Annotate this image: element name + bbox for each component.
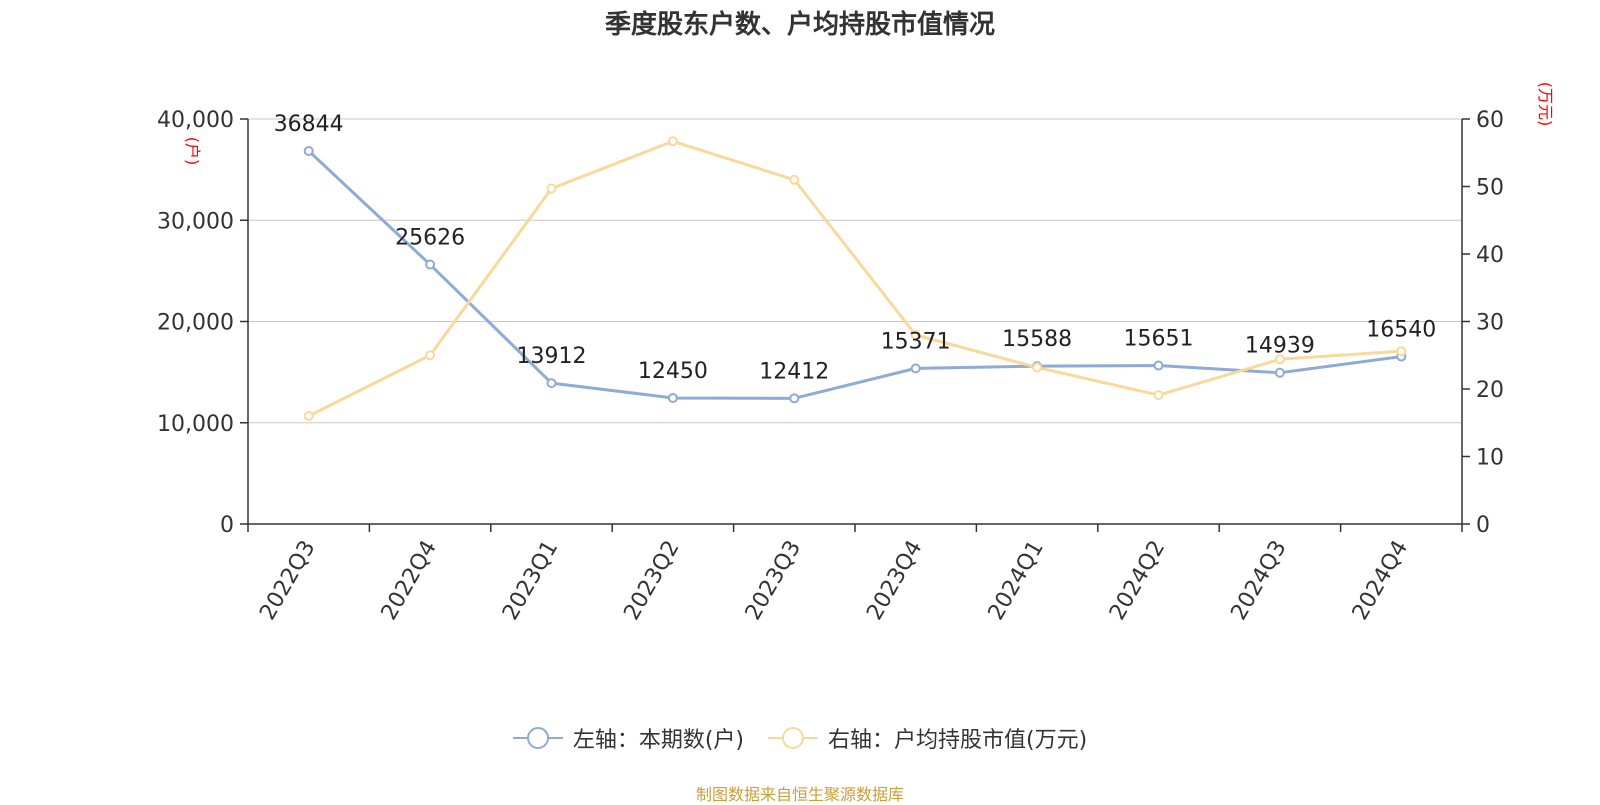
- left-axis-unit-label: (户): [183, 137, 202, 166]
- source-note: 制图数据来自恒生聚源数据库: [695, 785, 904, 804]
- series-2-point: [1032, 362, 1043, 373]
- series-2-point: [425, 350, 436, 361]
- legend-label-left-series: 左轴：本期数(户): [572, 728, 744, 753]
- x-axis-category-label: 2023Q3: [741, 536, 806, 624]
- x-axis-category-label: 2024Q1: [984, 536, 1049, 624]
- legend-item-right-series[interactable]: 右轴：户均持股市值(万元): [768, 722, 1087, 754]
- x-axis-category-label: 2024Q3: [1226, 536, 1291, 624]
- x-axis-category-label: 2023Q1: [498, 536, 563, 624]
- series-2-point: [1153, 390, 1164, 401]
- series-1-point: [667, 392, 678, 403]
- series-1-point: [546, 378, 557, 389]
- x-axis-category-label: 2024Q2: [1105, 536, 1170, 624]
- data-label: 12412: [759, 359, 829, 384]
- data-label: 12450: [638, 359, 708, 384]
- series-2-point: [303, 411, 314, 421]
- series-2-point: [1396, 346, 1407, 357]
- left-axis-tick-label: 30,000: [157, 209, 234, 234]
- right-axis-tick-label: 10: [1476, 446, 1504, 471]
- series-1-point: [425, 259, 436, 270]
- series-1-point: [1153, 360, 1164, 371]
- data-label: 36844: [274, 112, 344, 137]
- series-1-point: [1274, 367, 1285, 378]
- series-1-point: [303, 145, 314, 156]
- data-label: 15651: [1124, 327, 1194, 352]
- data-label: 25626: [395, 226, 465, 251]
- right-axis-tick-label: 20: [1476, 378, 1504, 403]
- data-label: 16540: [1366, 318, 1436, 343]
- series-2-point: [910, 330, 921, 340]
- x-axis-category-label: 2024Q4: [1348, 536, 1413, 624]
- series-1-point: [910, 363, 921, 374]
- x-axis-category-label: 2022Q3: [255, 536, 320, 624]
- right-axis-tick-label: 30: [1476, 311, 1504, 336]
- data-label: 13912: [517, 344, 587, 369]
- left-axis-tick-label: 40,000: [157, 108, 234, 133]
- right-axis-tick-label: 60: [1476, 108, 1504, 133]
- data-label: 15371: [881, 329, 951, 354]
- data-label: 15588: [1002, 327, 1072, 352]
- series-2-point: [789, 174, 800, 185]
- series-2-point: [667, 136, 678, 147]
- series-2-point: [1274, 354, 1285, 365]
- left-axis-tick-label: 0: [220, 513, 234, 538]
- chart-title: 季度股东户数、户均持股市值情况: [604, 10, 995, 40]
- series-line-2: [308, 139, 1402, 418]
- left-axis-tick-label: 20,000: [157, 311, 234, 336]
- series-2-point: [546, 183, 557, 194]
- x-axis-category-label: 2023Q4: [862, 536, 927, 624]
- x-axis-category-label: 2023Q2: [619, 536, 684, 624]
- series-1-point: [789, 393, 800, 404]
- legend-swatch-left-series: [512, 727, 563, 749]
- right-axis-unit-label: (万元): [1536, 82, 1555, 127]
- series-line-1: [307, 149, 1402, 400]
- legend-item-left-series[interactable]: 左轴：本期数(户): [512, 722, 744, 754]
- legend-label-right-series: 右轴：户均持股市值(万元): [828, 728, 1088, 753]
- legend-swatch-right-series: [768, 727, 818, 749]
- right-axis-tick-label: 50: [1476, 176, 1504, 201]
- legend: 左轴：本期数(户) 右轴：户均持股市值(万元): [0, 722, 1600, 754]
- right-axis-tick-label: 40: [1476, 243, 1504, 268]
- left-axis-tick-label: 10,000: [157, 412, 234, 437]
- right-axis-tick-label: 0: [1476, 513, 1490, 538]
- x-axis-category-label: 2022Q4: [377, 536, 442, 624]
- data-label: 14939: [1245, 334, 1315, 359]
